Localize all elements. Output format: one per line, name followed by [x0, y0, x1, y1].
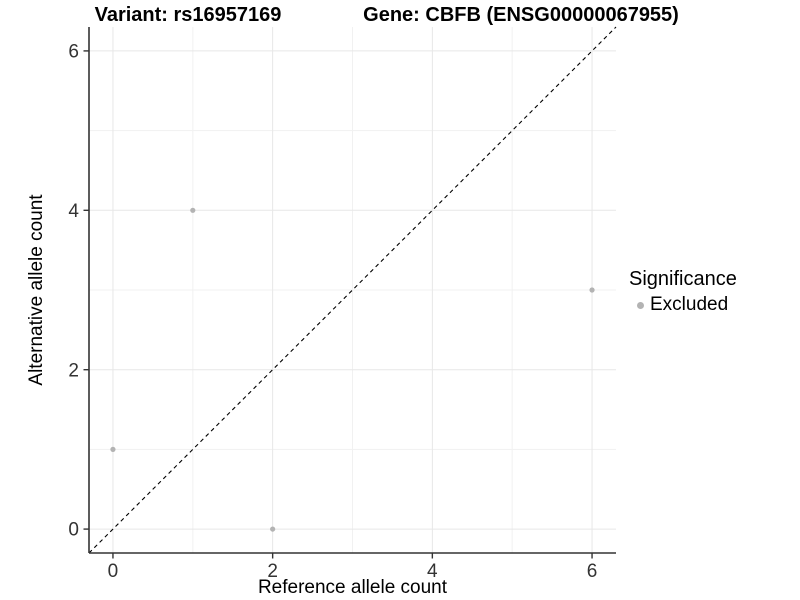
plot-title-variant: Variant: rs16957169 — [94, 4, 282, 26]
data-point — [190, 207, 196, 213]
data-point — [110, 446, 116, 452]
data-point — [589, 287, 595, 293]
x-tick-label: 2 — [267, 561, 278, 582]
x-tick-label: 0 — [108, 561, 119, 582]
legend-title: Significance — [629, 268, 737, 290]
y-axis-title: Alternative allele count — [26, 194, 47, 386]
data-point — [270, 526, 276, 532]
y-tick-label: 6 — [68, 42, 79, 63]
x-tick-label: 6 — [587, 561, 598, 582]
legend-entry-label: Excluded — [650, 294, 729, 315]
legend: Significance Excluded — [629, 268, 737, 316]
x-tick-label: 4 — [427, 561, 438, 582]
plot-title-gene: Gene: CBFB (ENSG00000067955) — [363, 4, 679, 26]
excluded-point-icon — [637, 301, 644, 309]
y-tick-label: 4 — [68, 201, 79, 222]
x-axis-title: Reference allele count — [257, 577, 448, 598]
y-tick-label: 2 — [68, 360, 79, 381]
legend-entry-excluded: Excluded — [629, 294, 737, 316]
y-tick-label: 0 — [68, 520, 79, 541]
